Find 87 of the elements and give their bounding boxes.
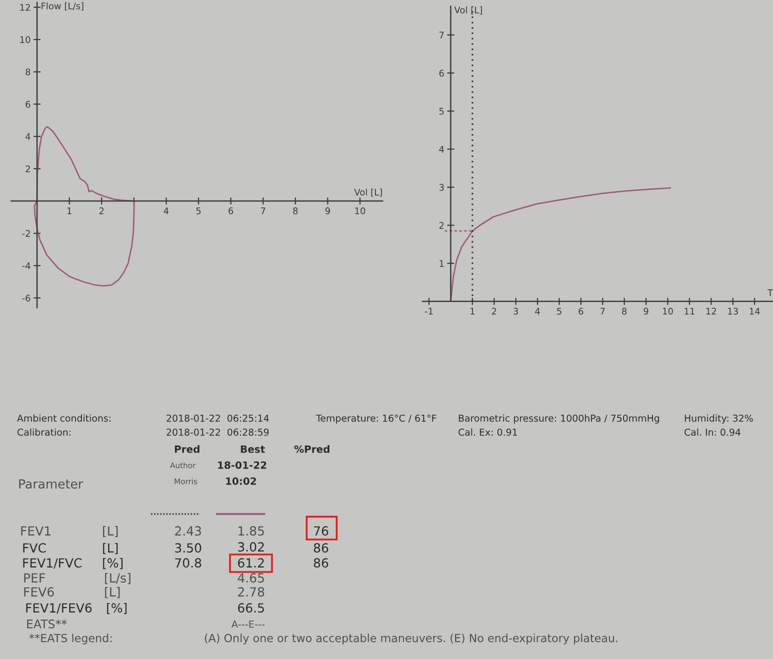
y-tick-label: -6: [22, 294, 30, 302]
text: 76: [314, 526, 328, 536]
y-tick-label: 8: [26, 68, 30, 76]
x-tick-label: 5: [557, 308, 562, 315]
x-tick-label: 7: [600, 308, 605, 315]
y-tick-label: 2: [26, 165, 30, 172]
y-tick-label: 12: [20, 4, 30, 11]
text: 10:02: [226, 477, 256, 485]
text: %Pred: [294, 445, 330, 453]
y-axis-title: Flow [L/s]: [42, 2, 84, 10]
text: Parameter: [19, 479, 84, 489]
y-tick-label: 6: [439, 70, 444, 77]
y-tick-label: -2: [22, 230, 30, 237]
x-axis-title: T: [767, 289, 773, 296]
y-tick-label: 4: [25, 133, 30, 140]
text: 86: [314, 543, 328, 553]
text: 70.8: [175, 558, 202, 568]
x-tick-label: 11: [684, 308, 694, 315]
x-tick-label: 6: [228, 207, 234, 214]
text: [L]: [105, 586, 120, 598]
y-axis-title: Vol [L]: [454, 6, 482, 14]
x-tick-label: 6: [578, 308, 584, 315]
text: 61.2: [238, 558, 264, 568]
x-tick-label: 10: [662, 308, 673, 315]
y-tick-label: 7: [439, 32, 444, 38]
text: [%]: [103, 558, 123, 570]
text: [L]: [103, 542, 118, 554]
text: [L/s]: [105, 572, 130, 584]
text: 2018-01-22 06:28:59: [166, 428, 269, 436]
x-tick-label: 13: [728, 308, 738, 315]
y-tick-label: 4: [439, 146, 444, 153]
x-tick-label: 5: [196, 208, 201, 214]
text: Cal. In: 0.94: [684, 428, 740, 436]
text: FEV1/FEV6: [26, 603, 92, 614]
x-tick-label: 1: [470, 308, 474, 315]
text: **EATS legend:: [29, 634, 112, 644]
text: (A) Only one or two acceptable maneuvers. (E) No end-expiratory plateau.: [204, 634, 618, 644]
text: Best: [240, 445, 265, 453]
x-tick-label: 12: [706, 308, 716, 315]
text: 86: [314, 558, 328, 568]
x-tick-label: 1: [67, 208, 72, 214]
y-tick-label: 1: [440, 260, 444, 267]
x-tick-label: 8: [622, 308, 627, 315]
x-tick-label: 8: [293, 207, 298, 214]
x-axis-title: Vol [L]: [354, 188, 382, 197]
text: 2.43: [175, 526, 201, 536]
text: Humidity: 32%: [684, 414, 753, 424]
x-tick-label: 2: [99, 207, 104, 214]
y-tick-label: 2: [439, 222, 444, 229]
x-tick-label: 14: [750, 308, 760, 315]
x-tick-label: 4: [164, 208, 169, 214]
text: [%]: [107, 602, 127, 614]
text: FVC: [23, 543, 46, 553]
text: 2018-01-22 06:25:14: [166, 414, 269, 422]
text: Barometric pressure: 1000hPa / 750mmHg: [458, 414, 660, 424]
text: 1.85: [238, 526, 264, 536]
x-tick-label: 2: [492, 308, 496, 315]
text: 18-01-22: [218, 461, 266, 469]
text: FEV6: [24, 587, 54, 597]
text: 3.50: [175, 543, 202, 553]
x-tick-label: 10: [355, 207, 366, 214]
text: Temperature: 16°C / 61°F: [316, 414, 436, 424]
text: Ambient conditions:: [17, 414, 110, 422]
x-tick-label: 3: [514, 308, 518, 315]
text: [L]: [103, 526, 118, 538]
text: FEV1/FVC: [23, 558, 82, 569]
y-tick-label: -4: [22, 262, 30, 270]
x-tick-label: 7: [260, 208, 266, 214]
text: 4.65: [238, 573, 264, 583]
text: FEV1: [21, 526, 50, 536]
x-tick-label: 4: [535, 308, 540, 315]
text: A---E---: [231, 620, 265, 628]
text: Pred: [174, 445, 200, 453]
y-tick-label: 6: [26, 100, 30, 108]
x-tick-label: 9: [325, 207, 330, 214]
x-tick-label: -1: [424, 308, 433, 315]
text: Cal. Ex: 0.91: [458, 428, 517, 436]
text: EATS**: [27, 619, 67, 628]
x-tick-label: 9: [644, 308, 648, 315]
text: 2.78: [238, 587, 264, 597]
y-tick-label: 3: [439, 184, 444, 191]
y-tick-label: 5: [439, 108, 444, 115]
text: PEF: [24, 573, 45, 582]
text: Calibration:: [18, 428, 70, 436]
text: 66.5: [238, 603, 264, 613]
text: 3.02: [238, 542, 264, 552]
y-tick-label: 10: [20, 36, 30, 44]
